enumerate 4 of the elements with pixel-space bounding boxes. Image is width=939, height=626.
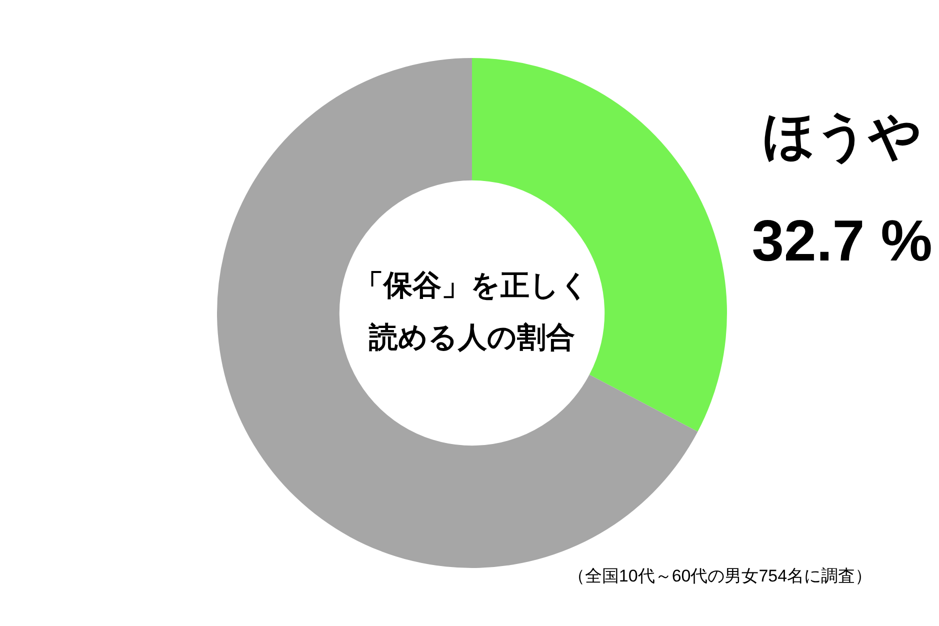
- data-label: 32.7 %: [752, 208, 932, 274]
- text: 「保谷」を正しく読める人の割合: [354, 270, 590, 354]
- text: （全国10代～60代の男女754名に調査）: [568, 566, 872, 586]
- slice-label: ほうや: [762, 108, 922, 166]
